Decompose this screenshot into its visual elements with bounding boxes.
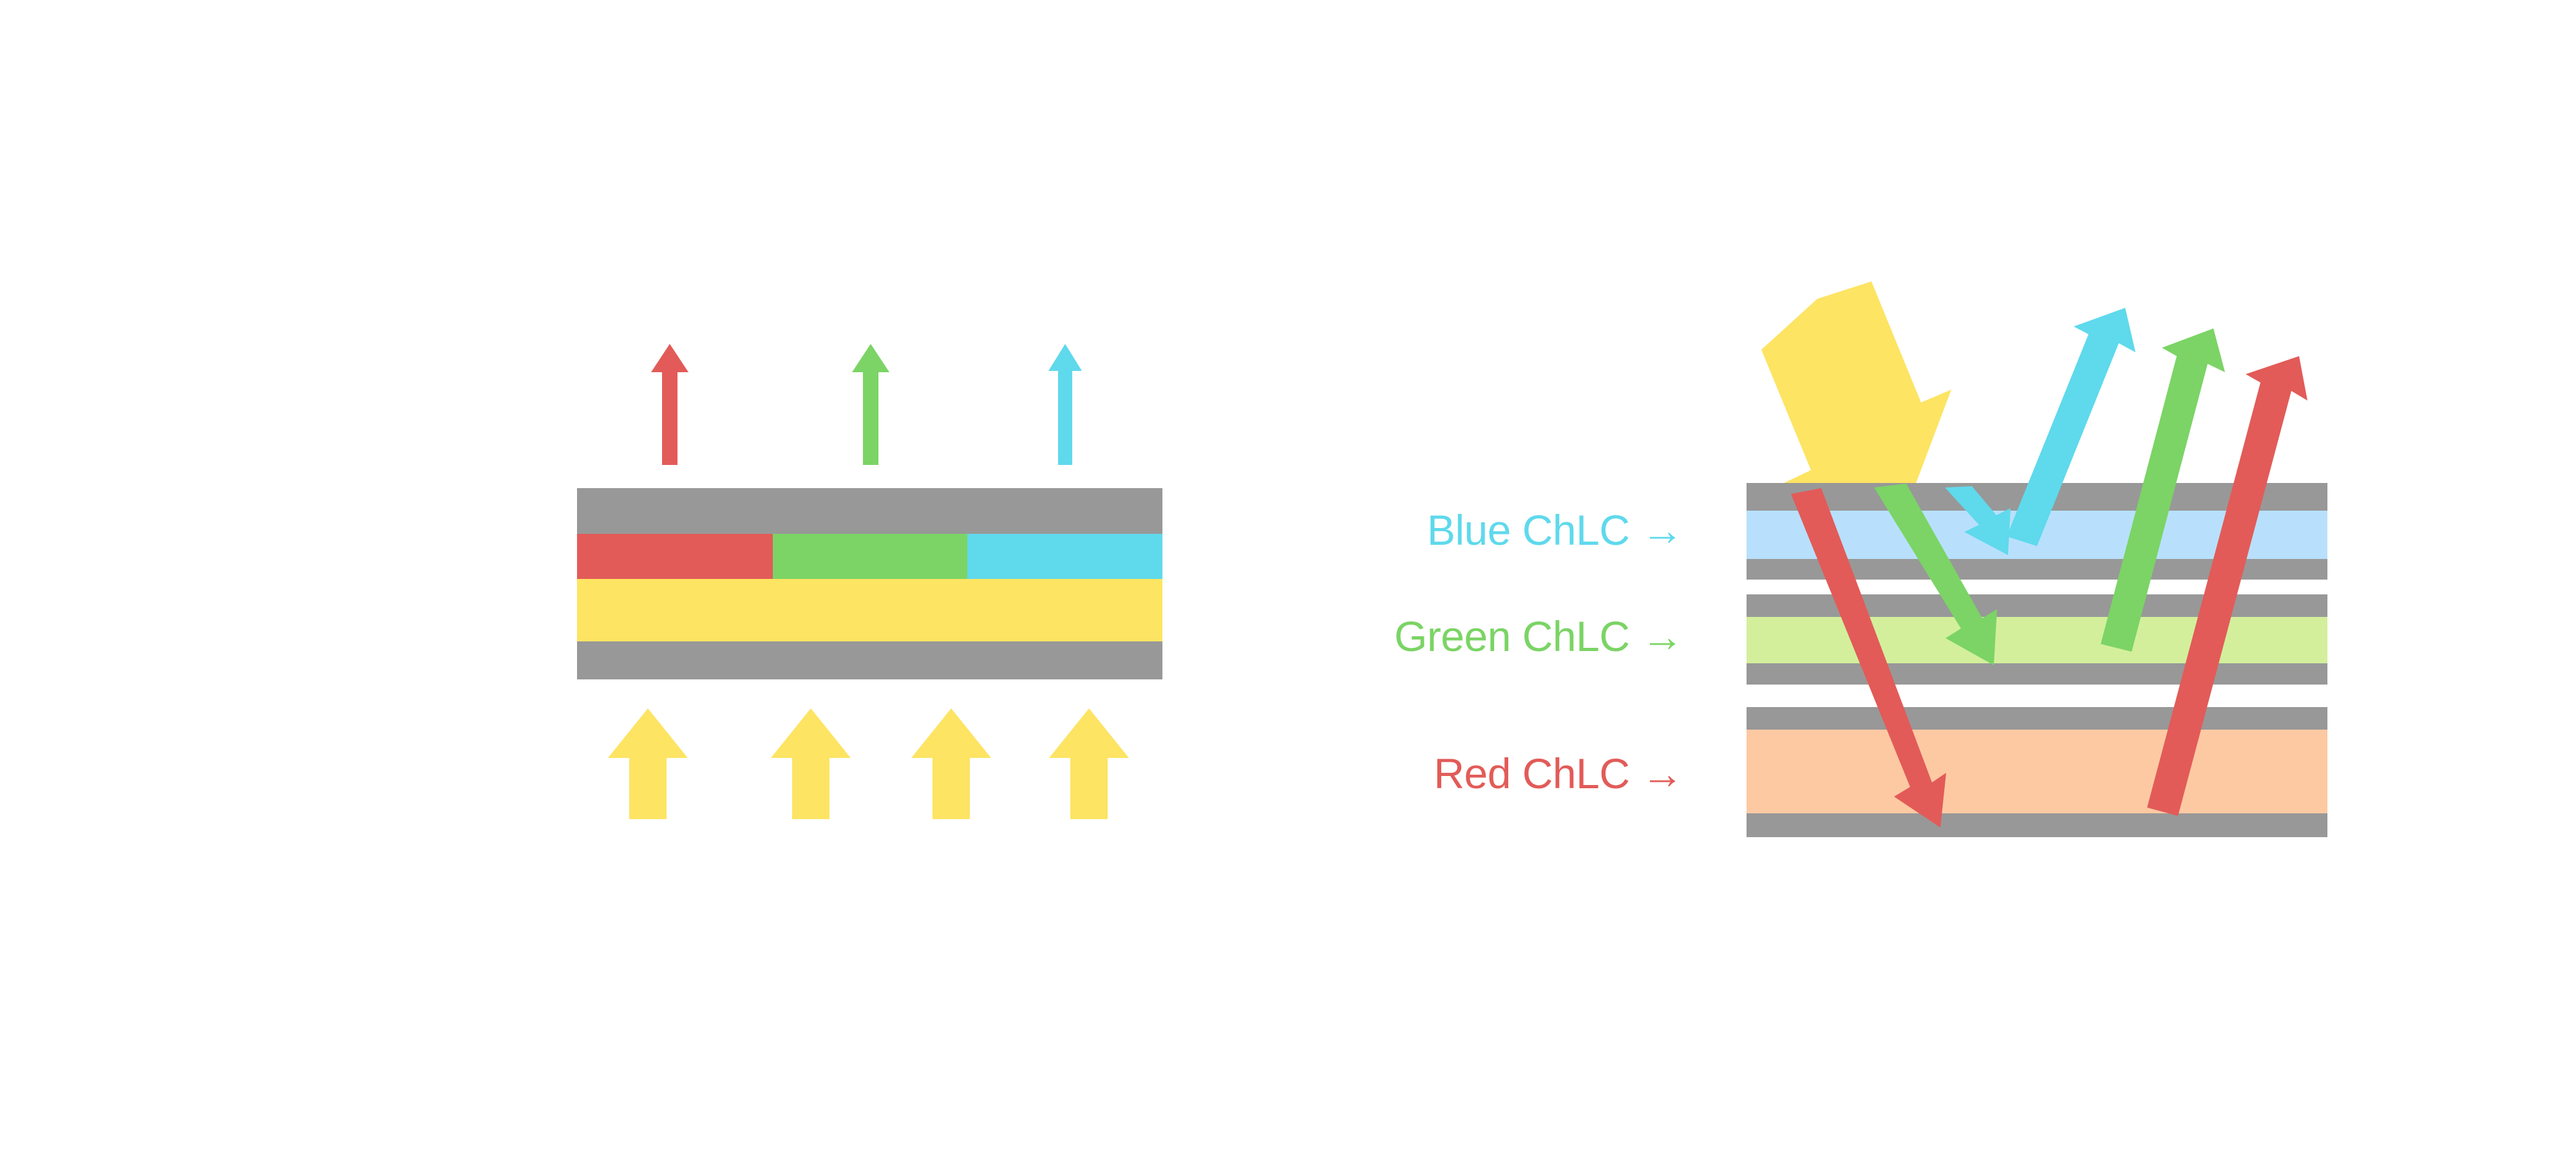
green-chlc-label: Green ChLC → — [1394, 612, 1684, 660]
blue-subpixel — [967, 534, 1162, 579]
red-stack-top-electrode — [1747, 707, 2327, 730]
green-chlc-label-arrow-icon: → — [1641, 612, 1684, 660]
bottom-substrate — [577, 641, 1162, 679]
red-stack-bottom-electrode — [1747, 813, 2327, 837]
backlight-arrow-1 — [608, 708, 688, 819]
left-display-stack — [577, 488, 1162, 679]
blue-chlc-label-arrow-icon: → — [1641, 506, 1684, 554]
backlight-arrow-3 — [911, 708, 991, 819]
reflected-red-ray — [2147, 356, 2307, 816]
red-chlc-stack — [1747, 707, 2327, 837]
emitted-green-light-arrow — [852, 344, 889, 465]
incident-white-light-arrow — [1761, 281, 1951, 534]
red-chlc-label: Red ChLC → — [1434, 752, 1683, 795]
ray-red — [1791, 356, 2307, 828]
blue-chlc-label: Blue ChLC → — [1426, 506, 1684, 554]
incident-blue-ray — [1945, 486, 2011, 555]
reflected-green-ray — [2101, 328, 2225, 652]
reflected-blue-ray — [2007, 308, 2136, 546]
red-subpixel — [577, 534, 773, 579]
color-filter-array — [577, 534, 1162, 579]
incident-red-ray — [1791, 488, 1946, 828]
ray-green — [1874, 328, 2225, 665]
emitted-light-arrows — [651, 344, 1082, 465]
ray-blue — [1945, 308, 2136, 555]
backlight-layer — [577, 579, 1162, 641]
green-chlc-label-text: Green ChLC — [1394, 612, 1630, 660]
incident-green-ray — [1874, 484, 1997, 665]
green-chlc-layer — [1747, 617, 2327, 663]
red-chlc-layer — [1747, 730, 2327, 813]
blue-chlc-label-text: Blue ChLC — [1426, 506, 1630, 554]
green-subpixel — [773, 534, 967, 579]
green-chlc-stack — [1747, 594, 2327, 685]
backlight-arrow-2 — [771, 708, 851, 819]
green-stack-bottom-electrode — [1747, 663, 2327, 685]
backlight-arrow-4 — [1049, 708, 1129, 819]
backlight-arrows — [608, 708, 1129, 819]
red-chlc-label-arrow-icon: → — [1641, 750, 1684, 797]
emitted-blue-light-arrow — [1048, 344, 1082, 465]
red-chlc-label-text: Red ChLC — [1434, 750, 1630, 797]
top-substrate — [577, 488, 1162, 534]
emitted-red-light-arrow — [651, 344, 688, 465]
